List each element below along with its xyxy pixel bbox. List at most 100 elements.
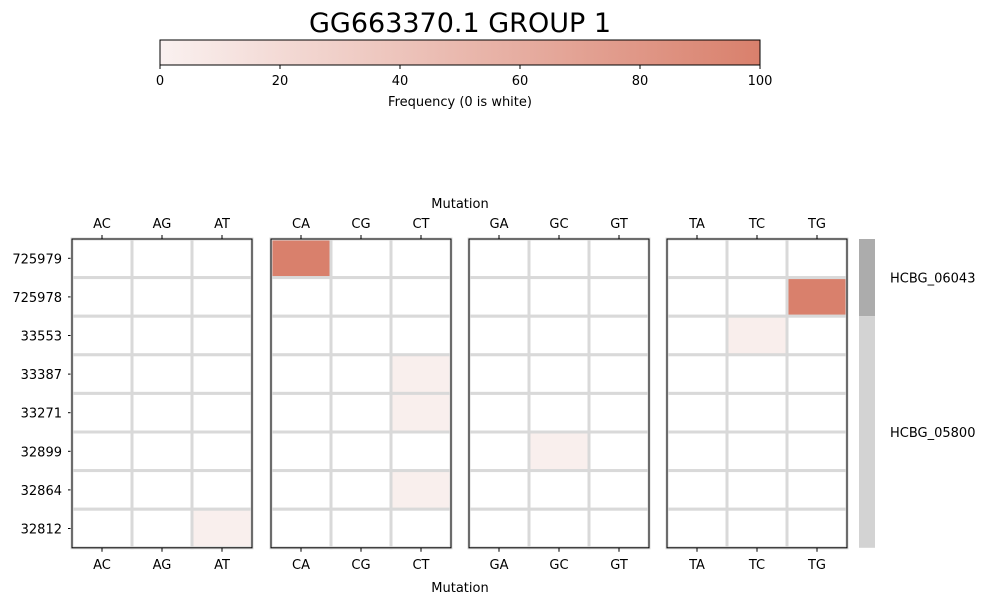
heatmap-cell xyxy=(665,353,729,395)
heatmap-panel: AC AC AG AG AT AT xyxy=(70,217,254,573)
row-label: 725978 xyxy=(12,291,62,306)
column-label-bottom: TC xyxy=(748,558,765,573)
heatmap-cell xyxy=(725,507,789,550)
heatmap-cell xyxy=(269,237,333,280)
heatmap-cell xyxy=(190,276,254,318)
heatmap-cell xyxy=(269,507,333,550)
heatmap-cell xyxy=(130,391,194,434)
colorbar-tick-label: 0 xyxy=(156,74,164,89)
colorbar: 0 20 40 60 80 100 Frequency (0 is white) xyxy=(156,39,773,110)
heatmap-cell xyxy=(527,276,591,318)
heatmap-cell xyxy=(130,507,194,550)
row-label: 33387 xyxy=(21,368,62,383)
heatmap-cell xyxy=(785,353,849,395)
heatmap-cell xyxy=(389,430,453,473)
heatmap-cell xyxy=(70,391,134,434)
column-label-top: GA xyxy=(490,217,509,232)
heatmap-cell xyxy=(389,353,453,395)
heatmap-cell xyxy=(70,430,134,473)
colorbar-tick-label: 60 xyxy=(512,74,529,89)
heatmap-cell xyxy=(329,353,393,395)
column-label-top: CG xyxy=(351,217,370,232)
heatmap-cell xyxy=(587,391,651,434)
column-label-bottom: AC xyxy=(93,558,111,573)
heatmap-cell xyxy=(785,469,849,511)
heatmap-cell xyxy=(130,430,194,473)
heatmap-cell xyxy=(130,353,194,395)
heatmap-cell xyxy=(389,391,453,434)
column-label-top: TA xyxy=(688,217,705,232)
heatmap-cell xyxy=(467,237,531,280)
heatmap-cell xyxy=(70,507,134,550)
colorbar-label: Frequency (0 is white) xyxy=(388,95,532,110)
column-label-top: CA xyxy=(292,217,310,232)
gene-group-segment xyxy=(859,239,875,317)
heatmap-cell xyxy=(665,314,729,357)
column-label-top: AT xyxy=(214,217,230,232)
heatmap-cell xyxy=(389,314,453,357)
heatmap-cell xyxy=(587,314,651,357)
heatmap-cell xyxy=(665,430,729,473)
heatmap-cell xyxy=(329,276,393,318)
heatmap-cell xyxy=(665,276,729,318)
heatmap-cell xyxy=(785,237,849,280)
heatmap-cell xyxy=(467,276,531,318)
column-label-bottom: GT xyxy=(610,558,628,573)
heatmap-cell xyxy=(527,430,591,473)
heatmap-cell xyxy=(665,391,729,434)
heatmap-cell xyxy=(329,391,393,434)
heatmap-cell xyxy=(785,276,849,318)
heatmap-cell xyxy=(269,276,333,318)
heatmap-cell xyxy=(389,507,453,550)
heatmap-cell xyxy=(467,314,531,357)
gene-group-label: HCBG_06043 xyxy=(890,272,975,287)
heatmap-cell xyxy=(785,314,849,357)
row-label: 33553 xyxy=(21,330,62,345)
heatmap-panel: TA TA TC TC TG TG xyxy=(665,217,849,573)
column-label-bottom: TG xyxy=(807,558,826,573)
heatmap-cell xyxy=(785,391,849,434)
heatmap-cell xyxy=(467,430,531,473)
heatmap-cell xyxy=(725,237,789,280)
x-axis-label-top: Mutation xyxy=(431,197,488,212)
heatmap-cell xyxy=(130,469,194,511)
heatmap-cell xyxy=(467,507,531,550)
row-label: 32899 xyxy=(21,445,62,460)
heatmap-cell xyxy=(329,237,393,280)
row-labels: 725979 725978 33553 33387 33271 32899 32864 328… xyxy=(12,252,72,538)
heatmap-cell xyxy=(587,237,651,280)
heatmap-cell xyxy=(269,391,333,434)
heatmap-cell xyxy=(467,391,531,434)
gene-group-label: HCBG_05800 xyxy=(890,426,975,441)
column-label-bottom: CG xyxy=(351,558,370,573)
column-label-bottom: CA xyxy=(292,558,310,573)
column-label-top: AC xyxy=(93,217,111,232)
colorbar-tick-label: 40 xyxy=(392,74,409,89)
heatmap-cell xyxy=(527,507,591,550)
heatmap-cell xyxy=(70,314,134,357)
heatmap-cell xyxy=(587,430,651,473)
heatmap-cell xyxy=(587,276,651,318)
colorbar-tick-label: 100 xyxy=(748,74,773,89)
heatmap-cell xyxy=(269,314,333,357)
colorbar-ticks: 0 20 40 60 80 100 xyxy=(156,65,773,89)
row-label: 32812 xyxy=(21,523,62,538)
heatmap-cell xyxy=(269,430,333,473)
heatmap-cell xyxy=(329,430,393,473)
heatmap-cell xyxy=(70,469,134,511)
column-label-bottom: AT xyxy=(214,558,230,573)
heatmap-cell xyxy=(130,276,194,318)
heatmap-cell xyxy=(329,469,393,511)
column-label-top: CT xyxy=(412,217,429,232)
heatmap-cell xyxy=(190,430,254,473)
column-label-bottom: AG xyxy=(153,558,172,573)
heatmap-cell xyxy=(190,237,254,280)
heatmap-cell xyxy=(70,237,134,280)
column-label-top: TC xyxy=(748,217,765,232)
heatmap-cell xyxy=(527,469,591,511)
heatmap-cell xyxy=(725,314,789,357)
column-label-top: AG xyxy=(153,217,172,232)
column-label-bottom: GC xyxy=(549,558,568,573)
heatmap-cell xyxy=(725,276,789,318)
